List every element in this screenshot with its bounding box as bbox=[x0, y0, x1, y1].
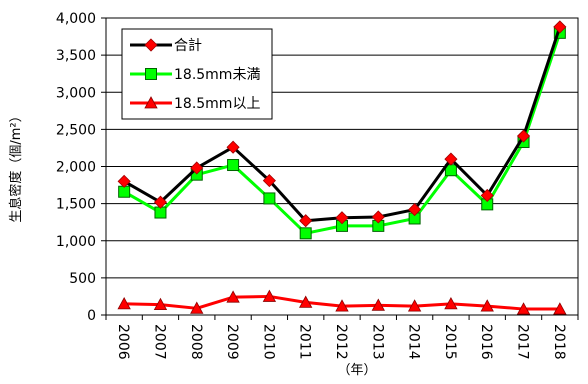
x-tick-label: 2017 bbox=[515, 324, 531, 360]
y-tick-label: 3,000 bbox=[56, 85, 96, 101]
triangle-marker bbox=[144, 96, 158, 109]
y-axis-title: 生息密度（個/m²） bbox=[8, 109, 24, 222]
series-2 bbox=[117, 289, 567, 315]
legend-label: 18.5mm未満 bbox=[174, 67, 260, 83]
triangle-marker bbox=[480, 299, 494, 312]
x-tick-label: 2013 bbox=[369, 324, 385, 360]
triangle-marker bbox=[371, 298, 385, 311]
series-1 bbox=[118, 26, 566, 240]
x-tick-label: 2016 bbox=[478, 324, 494, 360]
x-tick-label: 2009 bbox=[224, 324, 240, 360]
x-tick-label: 2007 bbox=[151, 324, 167, 360]
diamond-marker bbox=[335, 211, 349, 225]
triangle-marker bbox=[299, 295, 313, 308]
diamond-marker bbox=[117, 174, 131, 188]
diamond-marker bbox=[299, 214, 313, 228]
triangle-marker bbox=[407, 299, 422, 312]
square-marker bbox=[299, 227, 312, 240]
diamond-marker bbox=[226, 140, 240, 154]
triangle-marker bbox=[553, 302, 567, 315]
diamond-marker bbox=[371, 210, 385, 224]
x-axis-title: （年） bbox=[337, 363, 376, 378]
x-tick-label: 2014 bbox=[406, 324, 422, 360]
triangle-marker bbox=[226, 290, 240, 303]
triangle-marker bbox=[516, 302, 531, 315]
diamond-marker bbox=[408, 202, 422, 217]
triangle-marker bbox=[117, 297, 131, 310]
y-tick-label: 3,500 bbox=[56, 48, 96, 64]
square-marker bbox=[145, 68, 157, 80]
y-tick-label: 1,500 bbox=[56, 197, 96, 213]
grid-layer bbox=[105, 17, 579, 316]
y-tick-label: 2,000 bbox=[56, 160, 96, 176]
x-tick-label: 2010 bbox=[260, 324, 276, 360]
y-tick-label: 0 bbox=[87, 308, 96, 324]
square-marker bbox=[227, 159, 240, 172]
triangle-marker bbox=[153, 297, 168, 311]
diamond-marker bbox=[444, 152, 458, 166]
diamond-marker bbox=[153, 195, 168, 209]
diamond-marker bbox=[262, 174, 276, 188]
y-tick-label: 4,000 bbox=[56, 11, 96, 27]
square-marker bbox=[263, 192, 276, 205]
axis-layer: 0 500 1,000 1,500 2,000 2,500 3,000 3,500 4,000 2… bbox=[56, 11, 579, 360]
x-tick-label: 2006 bbox=[115, 324, 131, 360]
diamond-marker bbox=[144, 38, 158, 52]
y-tick-label: 2,500 bbox=[56, 122, 96, 138]
triangle-marker bbox=[190, 301, 204, 314]
y-tick-label: 500 bbox=[69, 271, 96, 287]
x-tick-label: 2018 bbox=[551, 324, 567, 360]
diamond-marker bbox=[553, 20, 567, 34]
x-tick-label: 2008 bbox=[188, 324, 204, 360]
x-tick-label: 2015 bbox=[442, 324, 458, 360]
diamond-marker bbox=[516, 129, 531, 143]
series-0 bbox=[117, 20, 567, 228]
y-tick-label: 1,000 bbox=[56, 234, 96, 250]
triangle-marker bbox=[335, 299, 349, 312]
diamond-marker bbox=[480, 188, 494, 203]
triangle-marker bbox=[444, 297, 458, 310]
diamond-marker bbox=[190, 161, 204, 175]
legend-label: 18.5mm以上 bbox=[174, 96, 260, 112]
x-tick-label: 2011 bbox=[297, 324, 313, 360]
x-tick-label: 2012 bbox=[333, 324, 349, 360]
triangle-marker bbox=[262, 289, 277, 302]
legend: 合計 18.5mm未満 18.5mm以上 bbox=[121, 28, 273, 120]
legend-label: 合計 bbox=[174, 38, 202, 54]
series-layer bbox=[117, 20, 567, 315]
